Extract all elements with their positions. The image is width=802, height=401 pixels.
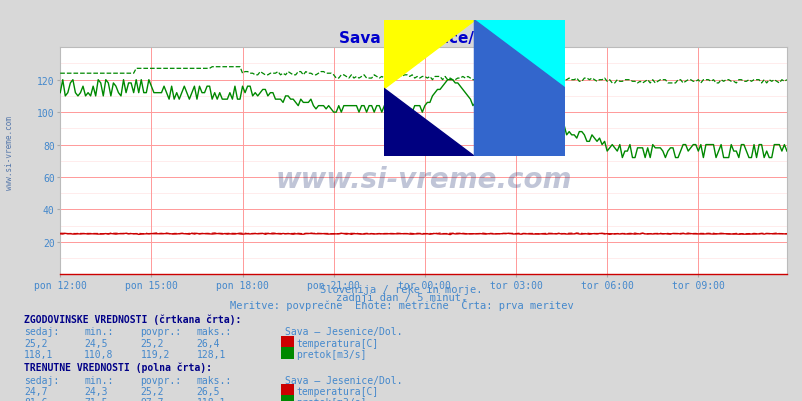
Text: 118,1: 118,1 xyxy=(24,349,54,359)
Text: zadnji dan / 5 minut.: zadnji dan / 5 minut. xyxy=(335,292,467,302)
Text: min.:: min.: xyxy=(84,375,114,385)
Text: sedaj:: sedaj: xyxy=(24,326,59,336)
Text: 118,1: 118,1 xyxy=(196,397,226,401)
Title: Sava - Jesenice/Dol.: Sava - Jesenice/Dol. xyxy=(338,30,508,46)
Text: 24,7: 24,7 xyxy=(24,386,47,396)
Text: pretok[m3/s]: pretok[m3/s] xyxy=(296,349,367,359)
Text: Sava – Jesenice/Dol.: Sava – Jesenice/Dol. xyxy=(285,326,402,336)
Text: ZGODOVINSKE VREDNOSTI (črtkana črta):: ZGODOVINSKE VREDNOSTI (črtkana črta): xyxy=(24,314,241,324)
Text: 71,5: 71,5 xyxy=(84,397,107,401)
Text: 26,5: 26,5 xyxy=(196,386,220,396)
Polygon shape xyxy=(474,21,565,89)
Text: povpr.:: povpr.: xyxy=(140,375,181,385)
Text: sedaj:: sedaj: xyxy=(24,375,59,385)
Text: 128,1: 128,1 xyxy=(196,349,226,359)
Text: 97,7: 97,7 xyxy=(140,397,164,401)
Text: TRENUTNE VREDNOSTI (polna črta):: TRENUTNE VREDNOSTI (polna črta): xyxy=(24,362,212,373)
Text: Slovenija / reke in morje.: Slovenija / reke in morje. xyxy=(320,284,482,294)
Text: Meritve: povprečne  Enote: metrične  Črta: prva meritev: Meritve: povprečne Enote: metrične Črta:… xyxy=(229,298,573,310)
Text: pretok[m3/s]: pretok[m3/s] xyxy=(296,397,367,401)
Text: maks.:: maks.: xyxy=(196,375,232,385)
Text: 110,8: 110,8 xyxy=(84,349,114,359)
Text: povpr.:: povpr.: xyxy=(140,326,181,336)
Text: 25,2: 25,2 xyxy=(140,386,164,396)
Text: 25,2: 25,2 xyxy=(24,338,47,348)
Text: 24,5: 24,5 xyxy=(84,338,107,348)
Text: 26,4: 26,4 xyxy=(196,338,220,348)
Text: 24,3: 24,3 xyxy=(84,386,107,396)
Text: temperatura[C]: temperatura[C] xyxy=(296,338,378,348)
Text: 81,6: 81,6 xyxy=(24,397,47,401)
Text: maks.:: maks.: xyxy=(196,326,232,336)
Polygon shape xyxy=(383,89,474,157)
Polygon shape xyxy=(383,21,474,89)
Text: min.:: min.: xyxy=(84,326,114,336)
Text: temperatura[C]: temperatura[C] xyxy=(296,386,378,396)
Text: www.si-vreme.com: www.si-vreme.com xyxy=(275,166,571,194)
Polygon shape xyxy=(474,21,565,157)
Text: www.si-vreme.com: www.si-vreme.com xyxy=(5,115,14,189)
Text: 25,2: 25,2 xyxy=(140,338,164,348)
Text: 119,2: 119,2 xyxy=(140,349,170,359)
Text: Sava – Jesenice/Dol.: Sava – Jesenice/Dol. xyxy=(285,375,402,385)
